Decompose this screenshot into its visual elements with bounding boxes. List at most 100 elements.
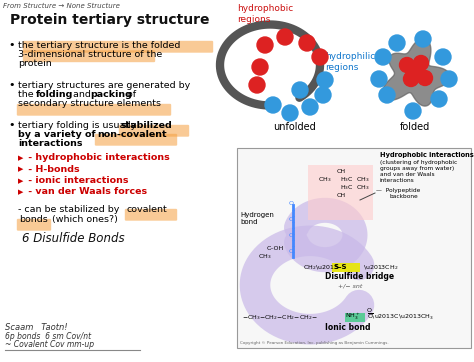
Circle shape (252, 59, 268, 75)
Text: hydrophobic
regions: hydrophobic regions (237, 4, 293, 24)
Text: and: and (70, 90, 94, 99)
Circle shape (400, 58, 414, 72)
Text: backbone: backbone (390, 194, 419, 199)
Circle shape (418, 71, 432, 85)
Text: Disulfide bridge: Disulfide bridge (325, 272, 394, 281)
Circle shape (389, 35, 405, 51)
Text: (clustering of hydrophobic: (clustering of hydrophobic (380, 160, 457, 165)
Circle shape (249, 77, 265, 93)
Circle shape (317, 72, 333, 88)
Circle shape (299, 35, 315, 51)
Text: •: • (8, 40, 15, 50)
Text: - van der Waals forces: - van der Waals forces (25, 188, 147, 197)
Text: C–OH: C–OH (267, 246, 284, 251)
Text: covalent: covalent (127, 205, 168, 214)
Text: groups away from water): groups away from water) (380, 166, 454, 171)
Text: 6 Disulfide Bonds: 6 Disulfide Bonds (22, 232, 125, 245)
Text: Hydrophobic interactions: Hydrophobic interactions (380, 152, 474, 158)
Text: Ionic bond: Ionic bond (325, 323, 371, 332)
Circle shape (282, 105, 298, 121)
Text: O: O (289, 249, 294, 254)
Text: From Structure → None Structure: From Structure → None Structure (3, 3, 120, 9)
Text: $-$CH$_3$$-$CH$_2$$-$CH$_2$$-$CH$_2$$-$: $-$CH$_3$$-$CH$_2$$-$CH$_2$$-$CH$_2$$-$ (242, 313, 318, 322)
FancyBboxPatch shape (237, 148, 471, 348)
Circle shape (403, 72, 419, 87)
Text: Protein tertiary structure: Protein tertiary structure (10, 13, 210, 27)
Text: bonds: bonds (19, 215, 48, 224)
Circle shape (302, 99, 318, 115)
Text: tertiary folding is usually: tertiary folding is usually (18, 121, 139, 130)
Circle shape (257, 37, 273, 53)
Text: - H-bonds: - H-bonds (25, 164, 80, 173)
Circle shape (431, 91, 447, 107)
FancyBboxPatch shape (23, 41, 213, 53)
Text: folding: folding (36, 90, 73, 99)
Text: the: the (18, 90, 36, 99)
Text: +/− snt: +/− snt (338, 284, 363, 289)
Text: interactions: interactions (18, 139, 82, 148)
Text: 3-dimensional structure of the: 3-dimensional structure of the (18, 50, 162, 59)
Text: O: O (289, 201, 294, 206)
Text: H$_3$C  CH$_3$: H$_3$C CH$_3$ (340, 175, 370, 184)
Text: CH: CH (337, 169, 346, 174)
Text: non-covalent: non-covalent (97, 130, 167, 139)
Circle shape (265, 97, 281, 113)
Circle shape (435, 49, 451, 65)
Text: ▶: ▶ (18, 167, 23, 173)
Text: Hydrogen: Hydrogen (240, 212, 274, 218)
Text: Copyright © Pearson Education, Inc. publishing as Benjamin Cummings.: Copyright © Pearson Education, Inc. publ… (240, 341, 389, 345)
Circle shape (441, 71, 457, 87)
FancyBboxPatch shape (119, 125, 189, 137)
Text: the tertiary structure is the folded: the tertiary structure is the folded (18, 41, 181, 50)
Text: ▶: ▶ (18, 189, 23, 195)
Polygon shape (382, 38, 450, 106)
Text: by a variety of: by a variety of (18, 130, 99, 139)
Text: S–S: S–S (334, 264, 347, 270)
Text: ▶: ▶ (18, 178, 23, 184)
Text: interactions: interactions (380, 178, 415, 183)
Text: bond: bond (240, 219, 257, 225)
Text: ▶: ▶ (18, 155, 23, 161)
Circle shape (312, 49, 328, 65)
Text: O: O (289, 217, 294, 222)
Circle shape (371, 71, 387, 87)
Circle shape (413, 55, 428, 71)
Circle shape (277, 29, 293, 45)
Circle shape (405, 103, 421, 119)
Circle shape (292, 82, 308, 98)
Text: CH$_3$: CH$_3$ (258, 252, 272, 261)
FancyBboxPatch shape (95, 134, 177, 146)
Text: packing: packing (90, 90, 132, 99)
Text: folded: folded (400, 122, 430, 132)
Text: and van der Waals: and van der Waals (380, 172, 435, 177)
Circle shape (410, 64, 425, 80)
Text: - hydrophobic interactions: - hydrophobic interactions (25, 153, 170, 162)
FancyBboxPatch shape (17, 219, 51, 231)
Text: (which ones?): (which ones?) (52, 215, 118, 224)
Text: hydrophilic
regions: hydrophilic regions (325, 52, 375, 72)
Circle shape (379, 87, 395, 103)
Text: stabilized: stabilized (121, 121, 173, 130)
FancyBboxPatch shape (308, 165, 373, 220)
Circle shape (415, 31, 431, 47)
Text: $\overline{\text{O}}$\u2013C\u2013CH$_3$: $\overline{\text{O}}$\u2013C\u2013CH$_3$ (367, 312, 434, 322)
FancyBboxPatch shape (332, 263, 360, 272)
Text: secondary structure elements: secondary structure elements (18, 99, 161, 108)
Text: - can be stabilized by: - can be stabilized by (18, 205, 122, 214)
Text: H$_3$C  CH$_3$: H$_3$C CH$_3$ (340, 183, 370, 192)
Text: O: O (367, 308, 372, 313)
Text: •: • (8, 80, 15, 90)
Text: \u2013CH$_2$: \u2013CH$_2$ (363, 263, 399, 272)
FancyBboxPatch shape (125, 209, 177, 221)
FancyBboxPatch shape (23, 50, 155, 62)
Text: of: of (124, 90, 136, 99)
FancyBboxPatch shape (345, 313, 365, 322)
Circle shape (375, 49, 391, 65)
Text: CH$_2$\u2013: CH$_2$\u2013 (303, 263, 338, 272)
Circle shape (315, 87, 331, 103)
Text: tertiary structures are generated by: tertiary structures are generated by (18, 81, 190, 90)
Text: unfolded: unfolded (273, 122, 316, 132)
FancyBboxPatch shape (17, 104, 171, 116)
Text: —  Polypeptide: — Polypeptide (376, 188, 420, 193)
Text: CH: CH (337, 193, 346, 198)
